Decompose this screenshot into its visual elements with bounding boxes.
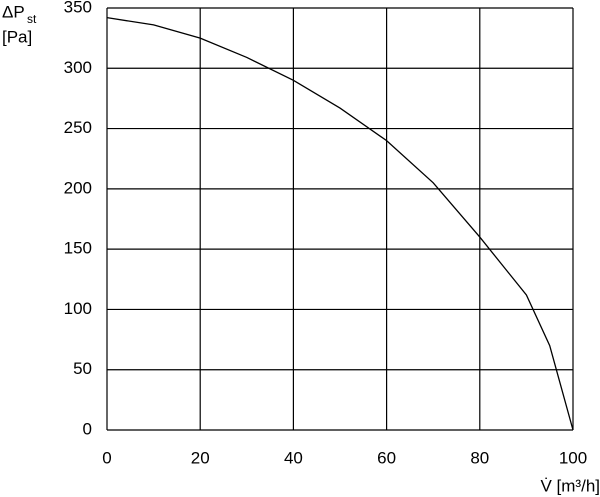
y-tick-label: 250 [64, 118, 92, 137]
x-tick-label: 100 [559, 448, 587, 467]
y-tick-label: 50 [73, 359, 92, 378]
y-tick-label: 100 [64, 299, 92, 318]
curve [106, 17, 574, 431]
y-tick-label: 300 [64, 58, 92, 77]
y-axis-label: ΔP [2, 2, 25, 21]
x-axis-label: V̇ [m³/h] [540, 476, 600, 495]
x-tick-label: 60 [377, 448, 396, 467]
y-axis-label-subscript: st [27, 12, 37, 26]
x-tick-label: 0 [102, 448, 111, 467]
y-tick-label: 200 [64, 178, 92, 197]
x-tick-label: 40 [284, 448, 303, 467]
y-tick-label: 0 [83, 419, 92, 438]
x-tick-label: 20 [191, 448, 210, 467]
y-axis-unit: [Pa] [2, 27, 32, 46]
y-tick-label: 150 [64, 239, 92, 258]
x-tick-label: 80 [470, 448, 489, 467]
y-tick-label: 350 [64, 0, 92, 16]
